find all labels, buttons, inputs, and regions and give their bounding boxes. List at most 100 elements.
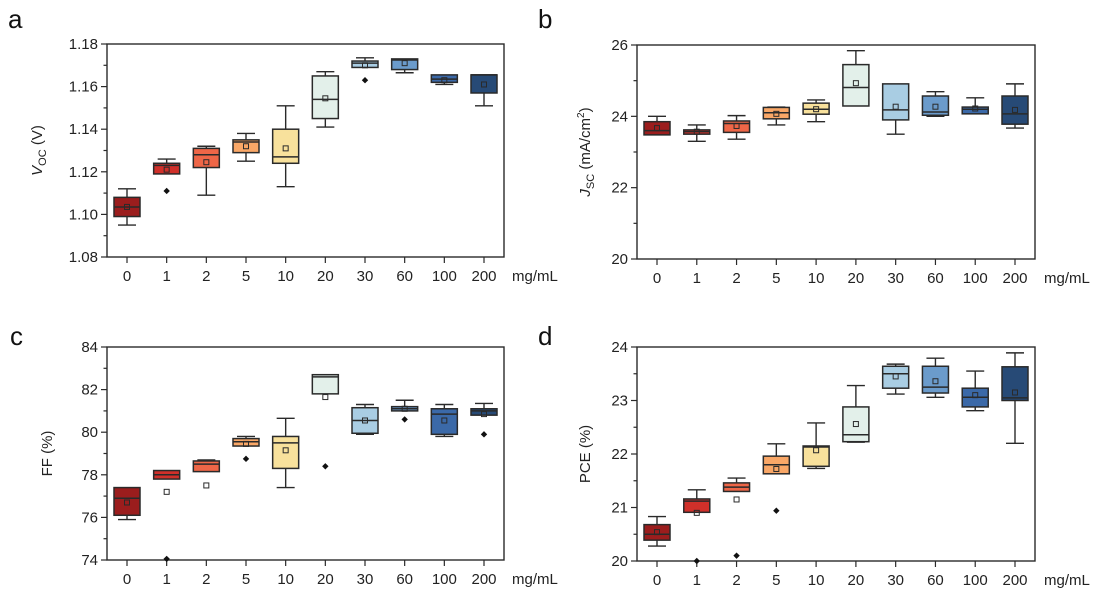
box-2 [192, 459, 221, 489]
x-tick-label: 60 [396, 268, 413, 285]
box-1 [152, 158, 181, 195]
mean-marker [322, 394, 329, 401]
mean-marker [441, 417, 448, 424]
outlier-point [163, 555, 170, 563]
x-tick-label: 100 [432, 268, 457, 285]
mean-marker [852, 421, 859, 428]
box-0 [113, 188, 141, 226]
y-axis-title: JSC (mA/cm2) [576, 107, 597, 197]
box-20 [311, 70, 340, 128]
mean-marker [654, 529, 660, 536]
panel-a: a 1.08 1.10 1.12 1.14 1.16 1.18 0 1 2 5 10 20 30 60 100… [8, 4, 558, 285]
x-tick-label: 5 [772, 270, 780, 287]
outlier-point [693, 557, 700, 565]
mean-marker [163, 166, 170, 173]
mean-marker [972, 105, 979, 112]
mean-marker [243, 440, 249, 447]
panel-letter: d [538, 321, 552, 351]
x-tick-label: 20 [317, 268, 334, 285]
box-5 [762, 443, 791, 514]
box-60 [921, 91, 950, 118]
box-5 [232, 132, 260, 162]
x-tick-label: 1 [693, 572, 701, 589]
mean-marker [892, 373, 899, 380]
box-10 [271, 105, 300, 188]
outlier-point [401, 416, 408, 423]
outlier-point [322, 463, 329, 470]
box-body [802, 445, 830, 468]
mean-marker [401, 405, 408, 412]
x-tick-label: 100 [432, 571, 457, 588]
mean-marker [124, 499, 130, 506]
box-body [643, 523, 671, 541]
x-tick-label: 2 [732, 270, 740, 287]
x-tick-label: 200 [471, 571, 496, 588]
box-30 [881, 363, 910, 395]
box-body [1001, 95, 1029, 125]
panel-c: c 74 76 78 80 82 84 0 1 2 5 10 20 30 60 100 200 mg/mL FF (… [10, 321, 558, 588]
x-tick-label: 0 [123, 571, 131, 588]
x-tick-label: 5 [242, 571, 250, 588]
x-tick-label: 0 [123, 268, 131, 285]
y-tick-label: 22 [611, 180, 628, 197]
y-tick-label: 20 [611, 251, 628, 268]
box-body [192, 147, 221, 169]
y-tick-label: 1.10 [69, 206, 98, 223]
x-unit-label: mg/mL [512, 268, 558, 285]
box-body [351, 60, 379, 69]
x-tick-label: 60 [927, 572, 944, 589]
box-100 [430, 403, 459, 438]
plot-frame [106, 346, 505, 561]
x-tick-label: 10 [277, 268, 294, 285]
outlier-point [733, 552, 740, 559]
x-tick-label: 5 [772, 572, 780, 589]
y-title-main: V [29, 164, 46, 176]
box-200 [470, 402, 498, 438]
mean-marker [773, 110, 780, 117]
box-2 [722, 477, 751, 559]
mean-marker [733, 122, 740, 129]
box-5 [762, 106, 791, 126]
y-title-superscript: 2 [576, 112, 587, 118]
mean-marker [1012, 106, 1018, 113]
box-1 [683, 124, 711, 143]
x-unit-label: mg/mL [512, 571, 558, 588]
x-tick-label: 2 [202, 571, 210, 588]
y-title-unit: (mA/cm [577, 118, 594, 174]
y-tick-label: 74 [81, 552, 98, 569]
x-tick-label: 0 [653, 270, 661, 287]
x-tick-label: 30 [887, 270, 904, 287]
mean-marker [203, 482, 210, 489]
box-body [232, 139, 260, 154]
x-tick-label: 30 [887, 572, 904, 589]
y-tick-label: 26 [611, 37, 628, 54]
box-body [192, 460, 221, 473]
y-axis-title: FF (%) [39, 431, 56, 477]
x-tick-label: 0 [653, 572, 661, 589]
box-2 [192, 145, 221, 196]
mean-marker [892, 103, 899, 110]
y-tick-label: 82 [81, 382, 98, 399]
box-body [390, 58, 419, 71]
mean-marker [401, 60, 408, 67]
x-unit-label: mg/mL [1044, 270, 1090, 287]
mean-marker [813, 447, 820, 454]
mean-marker [1012, 389, 1018, 396]
y-tick-label: 22 [611, 446, 628, 463]
y-axis-title: PCE (%) [577, 425, 594, 483]
x-tick-label: 5 [242, 268, 250, 285]
mean-marker [932, 103, 939, 110]
outlier-point [163, 187, 170, 195]
mean-marker [693, 128, 700, 135]
mean-marker [362, 62, 368, 69]
y-title-end: ) [577, 107, 594, 112]
y-axis-title: VOC (V) [29, 125, 49, 176]
x-tick-label: 200 [1002, 270, 1027, 287]
y-tick-label: 1.16 [69, 79, 98, 96]
box-body [311, 75, 340, 120]
box-10 [802, 422, 830, 470]
box-10 [802, 99, 830, 123]
box-body [842, 406, 870, 443]
y-tick-label: 76 [81, 509, 98, 526]
mean-marker [362, 417, 368, 424]
